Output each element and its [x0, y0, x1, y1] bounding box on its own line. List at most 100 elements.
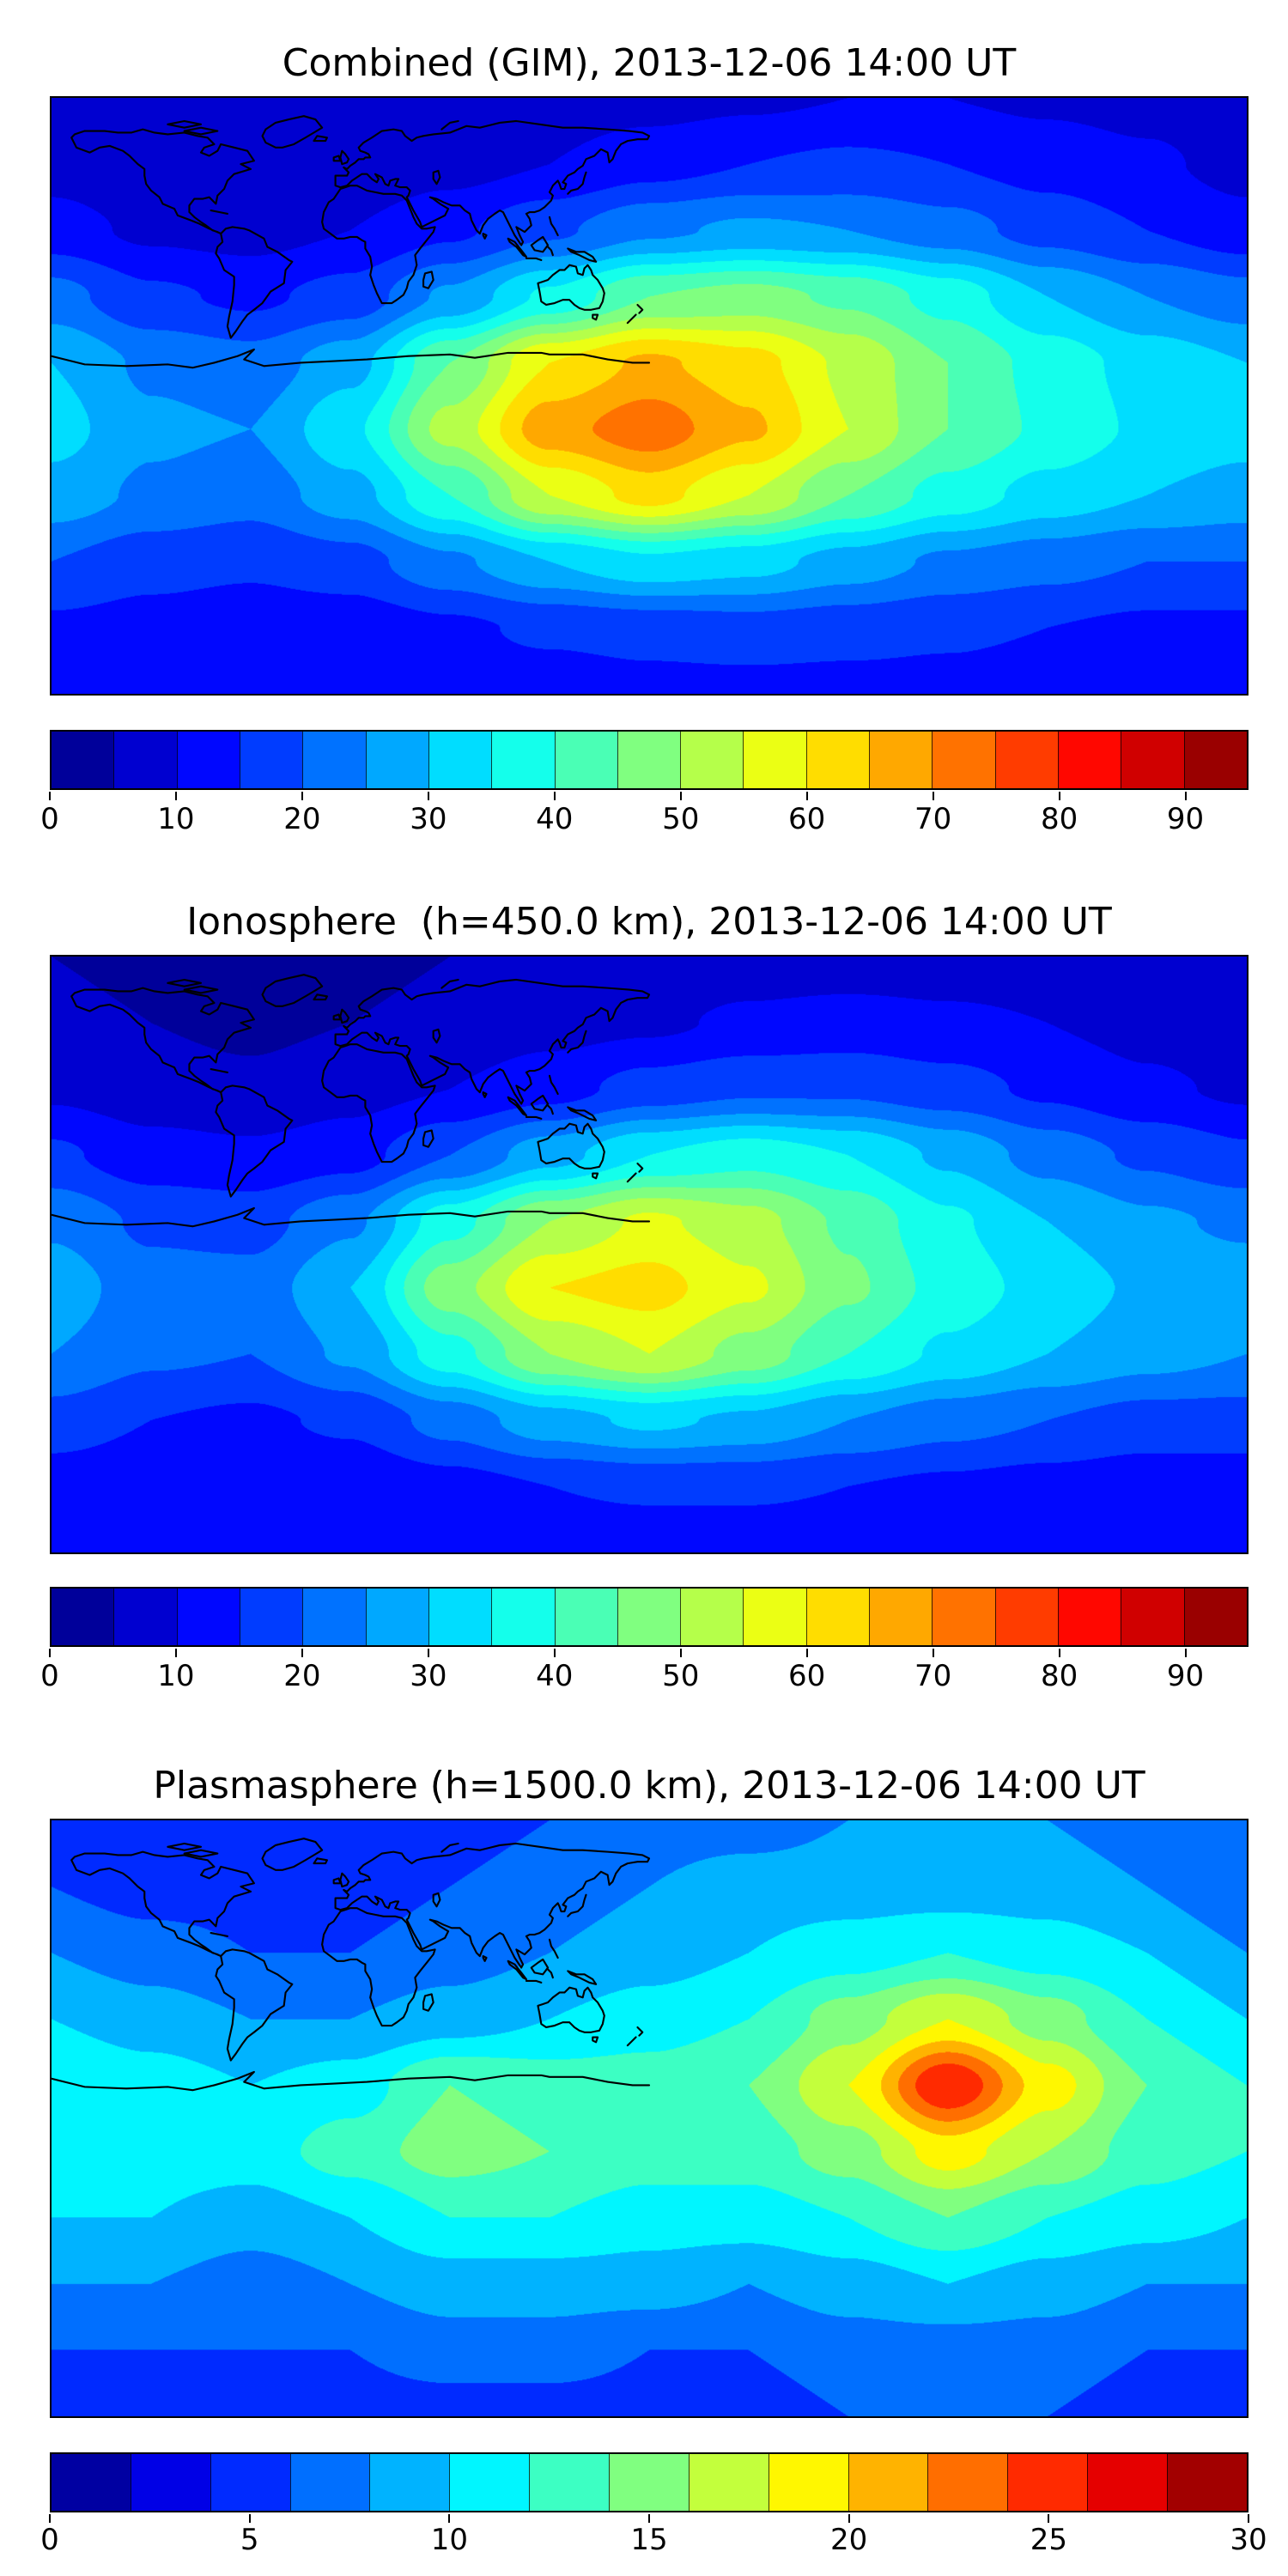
colorbar-segment: [239, 1589, 303, 1645]
colorbar-tick: [848, 2514, 850, 2523]
coastline-borneo: [530, 235, 550, 253]
colorbar-tick: [1048, 2514, 1050, 2523]
coastline-tasmania: [592, 313, 599, 321]
colorbar-tick: [427, 792, 429, 800]
colorbar-segment: [1121, 1589, 1184, 1645]
map-plot-plasmasphere: [50, 1819, 1249, 2418]
coastline-sri-lanka: [482, 1955, 488, 1962]
heatmap-canvas-ionosphere: [52, 957, 1247, 1552]
colorbar-tick: [553, 792, 556, 800]
coastline-madagascar: [422, 270, 434, 289]
colorbar-tick: [805, 792, 808, 800]
colorbar-segment: [869, 732, 933, 788]
coastline-north-america: [70, 987, 255, 1094]
coastline-sumatra: [507, 237, 527, 258]
colorbar-tick-label: 10: [157, 802, 195, 836]
colorbar-segment: [743, 732, 806, 788]
colorbar-segment: [130, 2454, 210, 2511]
colorbar-tick: [1248, 2514, 1249, 2523]
colorbar-segment: [239, 732, 303, 788]
colorbar-segment: [932, 732, 995, 788]
coastlines-overlay: [52, 1838, 651, 2092]
colorbar-tick-label: 15: [630, 2523, 668, 2557]
colorbar-ionosphere: [50, 1587, 1249, 1647]
colorbar-tick: [648, 2514, 650, 2523]
coastline-eurasia: [334, 119, 651, 246]
coastline-great-britain: [339, 1872, 350, 1888]
coastline-south-america: [215, 1084, 294, 1198]
colorbar-tick-label: 30: [1230, 2523, 1267, 2557]
coastline-new-zealand-south: [626, 313, 637, 325]
colorbar-segment: [52, 732, 114, 788]
coastline-caspian-sea: [432, 1028, 441, 1044]
coastline-arctic-islands-1: [183, 1849, 219, 1858]
colorbar-segment: [680, 732, 744, 788]
colorbar-segment: [176, 1589, 240, 1645]
coastline-sulawesi: [547, 1104, 554, 1115]
panel-title-plasmasphere: Plasmasphere (h=1500.0 km), 2013-12-06 1…: [153, 1764, 1145, 1807]
colorbar-segment: [365, 732, 428, 788]
colorbar-tick: [301, 1649, 303, 1657]
coastline-iceland: [313, 135, 328, 143]
colorbar-tick: [1058, 1649, 1060, 1657]
coastline-arctic-islands-2: [167, 978, 203, 987]
colorbar-segment: [113, 732, 177, 788]
coastline-sulawesi: [547, 1968, 554, 1979]
coastline-africa: [321, 1907, 436, 2027]
coastline-iceland: [313, 1857, 328, 1865]
colorbar-tick-label: 60: [788, 802, 826, 836]
colorbar-segment: [743, 1589, 806, 1645]
colorbar-segment: [848, 2454, 928, 2511]
coastline-arctic-islands-1: [183, 126, 219, 136]
coastline-new-guinea: [567, 1970, 598, 1985]
colorbar-tick: [49, 1649, 51, 1657]
coastline-java: [525, 1115, 543, 1120]
coastline-new-zealand-south: [626, 1172, 637, 1183]
coastline-philippines: [548, 216, 559, 237]
colorbar-tick-label: 50: [662, 802, 700, 836]
coastline-borneo: [530, 1094, 550, 1112]
coastline-greenland: [261, 974, 324, 1007]
colorbar-tick: [448, 2514, 451, 2523]
coastline-java: [525, 257, 543, 261]
colorbar-tick-label: 70: [914, 1659, 952, 1693]
colorbar-labels-plasmasphere: 0 5 10 15 20 25 30: [40, 2523, 1267, 2561]
coastline-japan: [567, 1030, 587, 1054]
colorbar-segment: [1183, 732, 1247, 788]
colorbar-ticks-plasmasphere: [49, 2514, 1249, 2524]
colorbar-tick-label: 50: [662, 1659, 700, 1693]
coastline-sulawesi: [547, 246, 554, 257]
coastline-borneo: [530, 1958, 550, 1976]
colorbar-tick-label: 90: [1166, 802, 1205, 836]
coastline-antarctica: [52, 2070, 651, 2092]
coastline-sumatra: [507, 1959, 527, 1981]
coastline-tasmania: [592, 2036, 599, 2044]
colorbar-tick: [1058, 792, 1060, 800]
colorbar-tick-label: 30: [410, 802, 447, 836]
coastline-java: [525, 1979, 543, 1984]
colorbar-combined: [50, 730, 1249, 790]
colorbar-segment: [680, 1589, 744, 1645]
colorbar-tick-label: 60: [788, 1659, 826, 1693]
colorbar-segment: [529, 2454, 610, 2511]
panel-title-ionosphere: Ionosphere (h=450.0 km), 2013-12-06 14:0…: [186, 900, 1112, 944]
colorbar-tick-label: 40: [536, 1659, 574, 1693]
colorbar-segment: [617, 732, 681, 788]
colorbar-tick-label: 25: [1030, 2523, 1067, 2557]
coastline-new-zealand-south: [626, 2036, 637, 2047]
colorbar-segment: [302, 1589, 366, 1645]
coastline-great-britain: [339, 149, 350, 166]
coastline-cuba: [210, 1932, 228, 1938]
coastline-eurasia: [334, 1842, 651, 1969]
colorbar-segment: [994, 732, 1058, 788]
coastline-cuba: [210, 210, 228, 216]
colorbar-segment: [927, 2454, 1008, 2511]
coastline-north-america: [70, 1850, 255, 1958]
colorbar-segment: [1121, 732, 1184, 788]
coastline-great-britain: [339, 1008, 350, 1024]
colorbar-tick-label: 20: [283, 1659, 321, 1693]
colorbar-segment: [554, 1589, 617, 1645]
colorbar-segment: [113, 1589, 177, 1645]
colorbar-segment: [449, 2454, 530, 2511]
colorbar-segment: [52, 1589, 114, 1645]
